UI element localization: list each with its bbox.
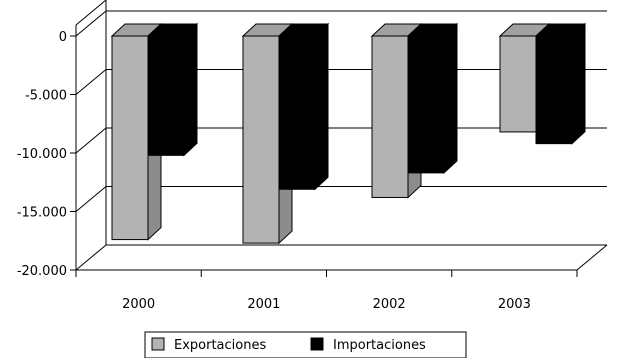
bar-side	[571, 22, 586, 145]
legend-box	[144, 331, 467, 358]
gridline-side	[75, 69, 107, 95]
bars	[110, 22, 587, 245]
bar-side	[443, 22, 458, 175]
legend: Exportaciones Importaciones	[144, 331, 467, 358]
bar-exportaciones-2000	[111, 35, 149, 241]
legend-swatch	[310, 337, 324, 351]
y-tick-label: 0	[59, 30, 67, 45]
y-tick-label: -20.000	[17, 264, 67, 279]
x-tick-label: 2001	[247, 297, 280, 312]
bar-importaciones-2001	[278, 35, 316, 190]
legend-swatch	[151, 337, 165, 351]
gridline-side	[75, 186, 107, 212]
y-tick-label: -10.000	[17, 147, 67, 162]
y-tick-label: -15.000	[17, 206, 67, 221]
x-axis: 2000 2001 2002 2003	[75, 270, 578, 312]
x-tick-label: 2002	[373, 297, 406, 312]
bar-importaciones-2000	[147, 35, 185, 156]
bar-importaciones-2003	[535, 35, 573, 145]
x-tick-label: 2003	[498, 297, 531, 312]
y-tick-label: -5.000	[25, 89, 67, 104]
bar-exportaciones-2001	[242, 35, 280, 244]
floor-left-edge	[75, 244, 107, 271]
wall-top-edge	[75, 0, 107, 26]
bar-side	[314, 22, 329, 191]
floor-right-edge	[576, 244, 608, 271]
gridline-side	[75, 10, 107, 37]
legend-label: Exportaciones	[174, 338, 266, 353]
bar-exportaciones-2002	[371, 35, 409, 198]
legend-label: Importaciones	[333, 338, 426, 353]
gridline-side	[75, 127, 107, 154]
bar-side	[183, 22, 198, 157]
bar-importaciones-2002	[407, 35, 445, 174]
x-tick-label: 2000	[122, 297, 155, 312]
bar-exportaciones-2003	[499, 35, 537, 133]
y-axis: 0 -5.000 -10.000 -15.000 -20.000	[17, 25, 77, 279]
